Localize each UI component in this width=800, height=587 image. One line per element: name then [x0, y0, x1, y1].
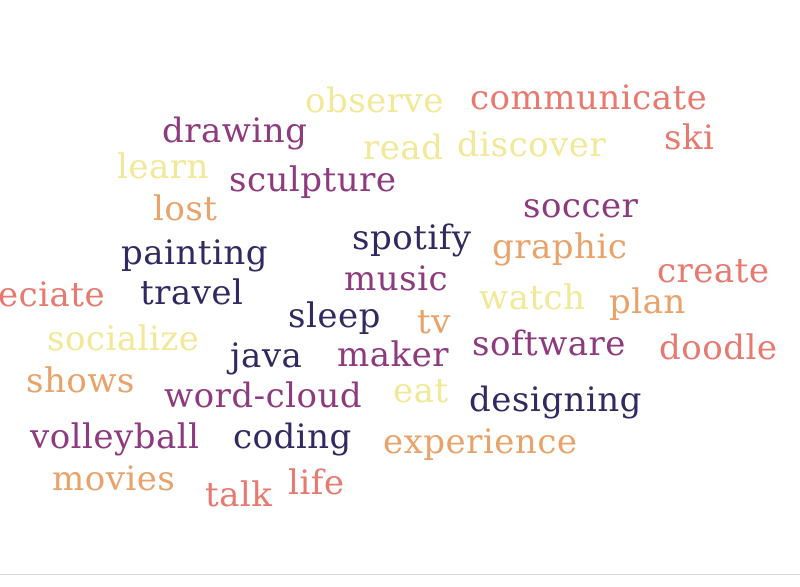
word-read: read [363, 128, 444, 168]
word-observe: observe [305, 81, 444, 121]
word-life: life [288, 463, 345, 503]
word-java: java [230, 336, 303, 376]
word-music: music [344, 259, 449, 299]
word-communicate: communicate [470, 78, 708, 118]
word-shows: shows [26, 361, 135, 401]
word-ski: ski [664, 118, 715, 158]
word-soccer: soccer [523, 186, 639, 226]
word-doodle: doodle [659, 328, 778, 368]
word-movies: movies [52, 459, 176, 499]
word-eciate: eciate [0, 275, 106, 315]
word-socialize: socialize [47, 319, 200, 359]
word-word-cloud: word-cloud [164, 376, 363, 416]
word-maker: maker [337, 335, 449, 375]
word-drawing: drawing [162, 111, 308, 151]
word-sculpture: sculpture [229, 160, 397, 200]
word-learn: learn [117, 147, 209, 187]
word-discover: discover [457, 125, 607, 165]
word-designing: designing [469, 380, 642, 420]
word-painting: painting [121, 233, 269, 273]
word-lost: lost [153, 189, 218, 229]
word-experience: experience [383, 422, 578, 462]
word-cloud: observe communicate drawing ski read dis… [0, 78, 778, 515]
word-eat: eat [393, 371, 449, 411]
word-sleep: sleep [288, 296, 381, 336]
word-coding: coding [233, 417, 352, 457]
word-watch: watch [479, 278, 586, 318]
word-graphic: graphic [492, 227, 628, 267]
word-spotify: spotify [352, 218, 472, 258]
word-software: software [472, 324, 626, 364]
word-volleyball: volleyball [30, 417, 200, 457]
word-talk: talk [205, 475, 273, 515]
bottom-divider [0, 574, 800, 575]
word-tv: tv [417, 302, 451, 342]
word-travel: travel [140, 273, 244, 313]
word-plan: plan [609, 282, 686, 322]
word-create: create [657, 251, 770, 291]
